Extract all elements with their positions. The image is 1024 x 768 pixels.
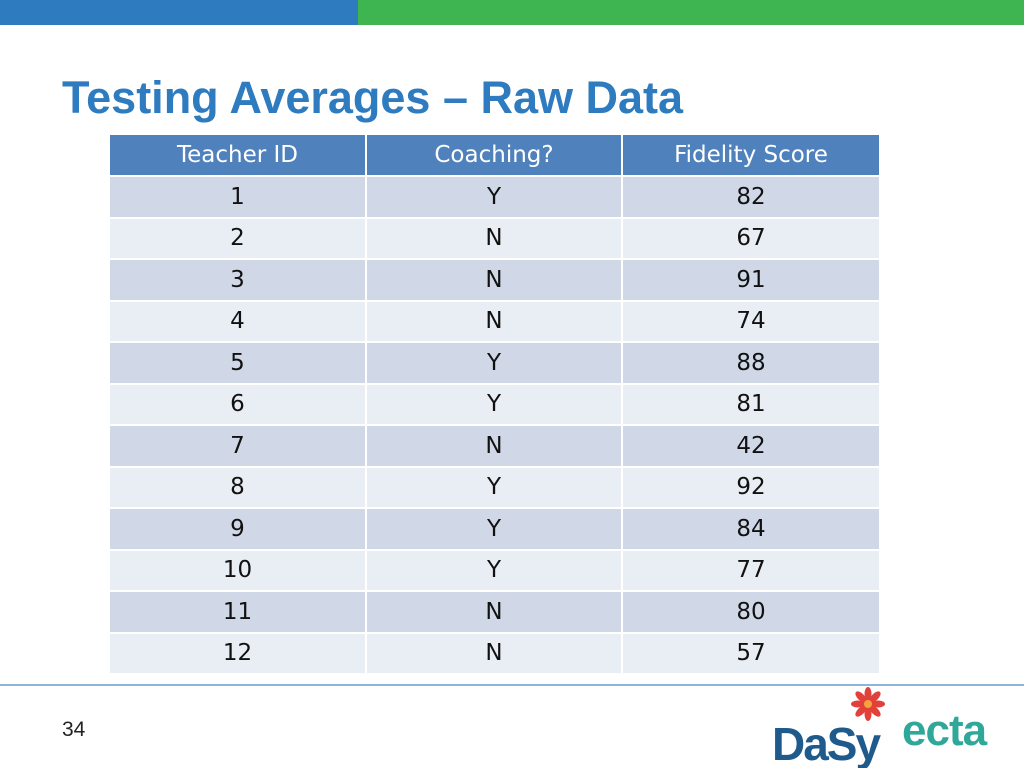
cell-teacher-id: 5 bbox=[110, 342, 367, 385]
raw-data-table: Teacher ID Coaching? Fidelity Score 1 Y … bbox=[110, 135, 879, 673]
table-row: 3 N 91 bbox=[110, 259, 879, 302]
cell-fidelity-score: 81 bbox=[622, 383, 879, 426]
table-row: 9 Y 84 bbox=[110, 508, 879, 551]
cell-coaching: Y bbox=[366, 383, 623, 426]
header-teacher-id: Teacher ID bbox=[110, 135, 367, 177]
cell-teacher-id: 2 bbox=[110, 217, 367, 260]
cell-teacher-id: 4 bbox=[110, 300, 367, 343]
ecta-logo: ecta bbox=[902, 706, 987, 755]
cell-coaching: N bbox=[366, 425, 623, 468]
top-accent-bar-blue bbox=[0, 0, 358, 25]
table-row: 5 Y 88 bbox=[110, 342, 879, 385]
table-row: 2 N 67 bbox=[110, 217, 879, 260]
cell-teacher-id: 1 bbox=[110, 176, 367, 219]
cell-fidelity-score: 42 bbox=[622, 425, 879, 468]
dasy-logo-text: DaSy bbox=[772, 718, 881, 768]
cell-teacher-id: 10 bbox=[110, 549, 367, 592]
cell-teacher-id: 8 bbox=[110, 466, 367, 509]
cell-fidelity-score: 92 bbox=[622, 466, 879, 509]
cell-coaching: Y bbox=[366, 508, 623, 551]
table-row: 11 N 80 bbox=[110, 591, 879, 634]
cell-fidelity-score: 82 bbox=[622, 176, 879, 219]
flower-icon bbox=[851, 687, 885, 721]
cell-teacher-id: 12 bbox=[110, 632, 367, 673]
cell-coaching: N bbox=[366, 300, 623, 343]
footer-divider bbox=[0, 684, 1024, 686]
cell-coaching: Y bbox=[366, 549, 623, 592]
header-fidelity-score: Fidelity Score bbox=[622, 135, 879, 177]
table-row: 4 N 74 bbox=[110, 300, 879, 343]
cell-fidelity-score: 57 bbox=[622, 632, 879, 673]
cell-teacher-id: 11 bbox=[110, 591, 367, 634]
table-row: 7 N 42 bbox=[110, 425, 879, 468]
table-row: 1 Y 82 bbox=[110, 176, 879, 219]
dasy-logo: DaSy bbox=[772, 687, 885, 768]
header-coaching: Coaching? bbox=[366, 135, 623, 177]
cell-coaching: Y bbox=[366, 342, 623, 385]
cell-coaching: Y bbox=[366, 466, 623, 509]
cell-fidelity-score: 77 bbox=[622, 549, 879, 592]
cell-fidelity-score: 88 bbox=[622, 342, 879, 385]
top-accent-bar-green bbox=[358, 0, 1024, 25]
page-number: 34 bbox=[62, 718, 86, 741]
cell-fidelity-score: 67 bbox=[622, 217, 879, 260]
cell-coaching: Y bbox=[366, 176, 623, 219]
cell-teacher-id: 9 bbox=[110, 508, 367, 551]
cell-coaching: N bbox=[366, 591, 623, 634]
cell-teacher-id: 7 bbox=[110, 425, 367, 468]
table-row: 8 Y 92 bbox=[110, 466, 879, 509]
cell-coaching: N bbox=[366, 259, 623, 302]
cell-teacher-id: 6 bbox=[110, 383, 367, 426]
table-row: 6 Y 81 bbox=[110, 383, 879, 426]
cell-coaching: N bbox=[366, 632, 623, 673]
cell-fidelity-score: 74 bbox=[622, 300, 879, 343]
table-row: 12 N 57 bbox=[110, 632, 879, 673]
slide-title: Testing Averages – Raw Data bbox=[62, 72, 684, 123]
cell-fidelity-score: 80 bbox=[622, 591, 879, 634]
cell-teacher-id: 3 bbox=[110, 259, 367, 302]
table-header-row: Teacher ID Coaching? Fidelity Score bbox=[110, 135, 879, 177]
table-row: 10 Y 77 bbox=[110, 549, 879, 592]
cell-coaching: N bbox=[366, 217, 623, 260]
cell-fidelity-score: 84 bbox=[622, 508, 879, 551]
cell-fidelity-score: 91 bbox=[622, 259, 879, 302]
